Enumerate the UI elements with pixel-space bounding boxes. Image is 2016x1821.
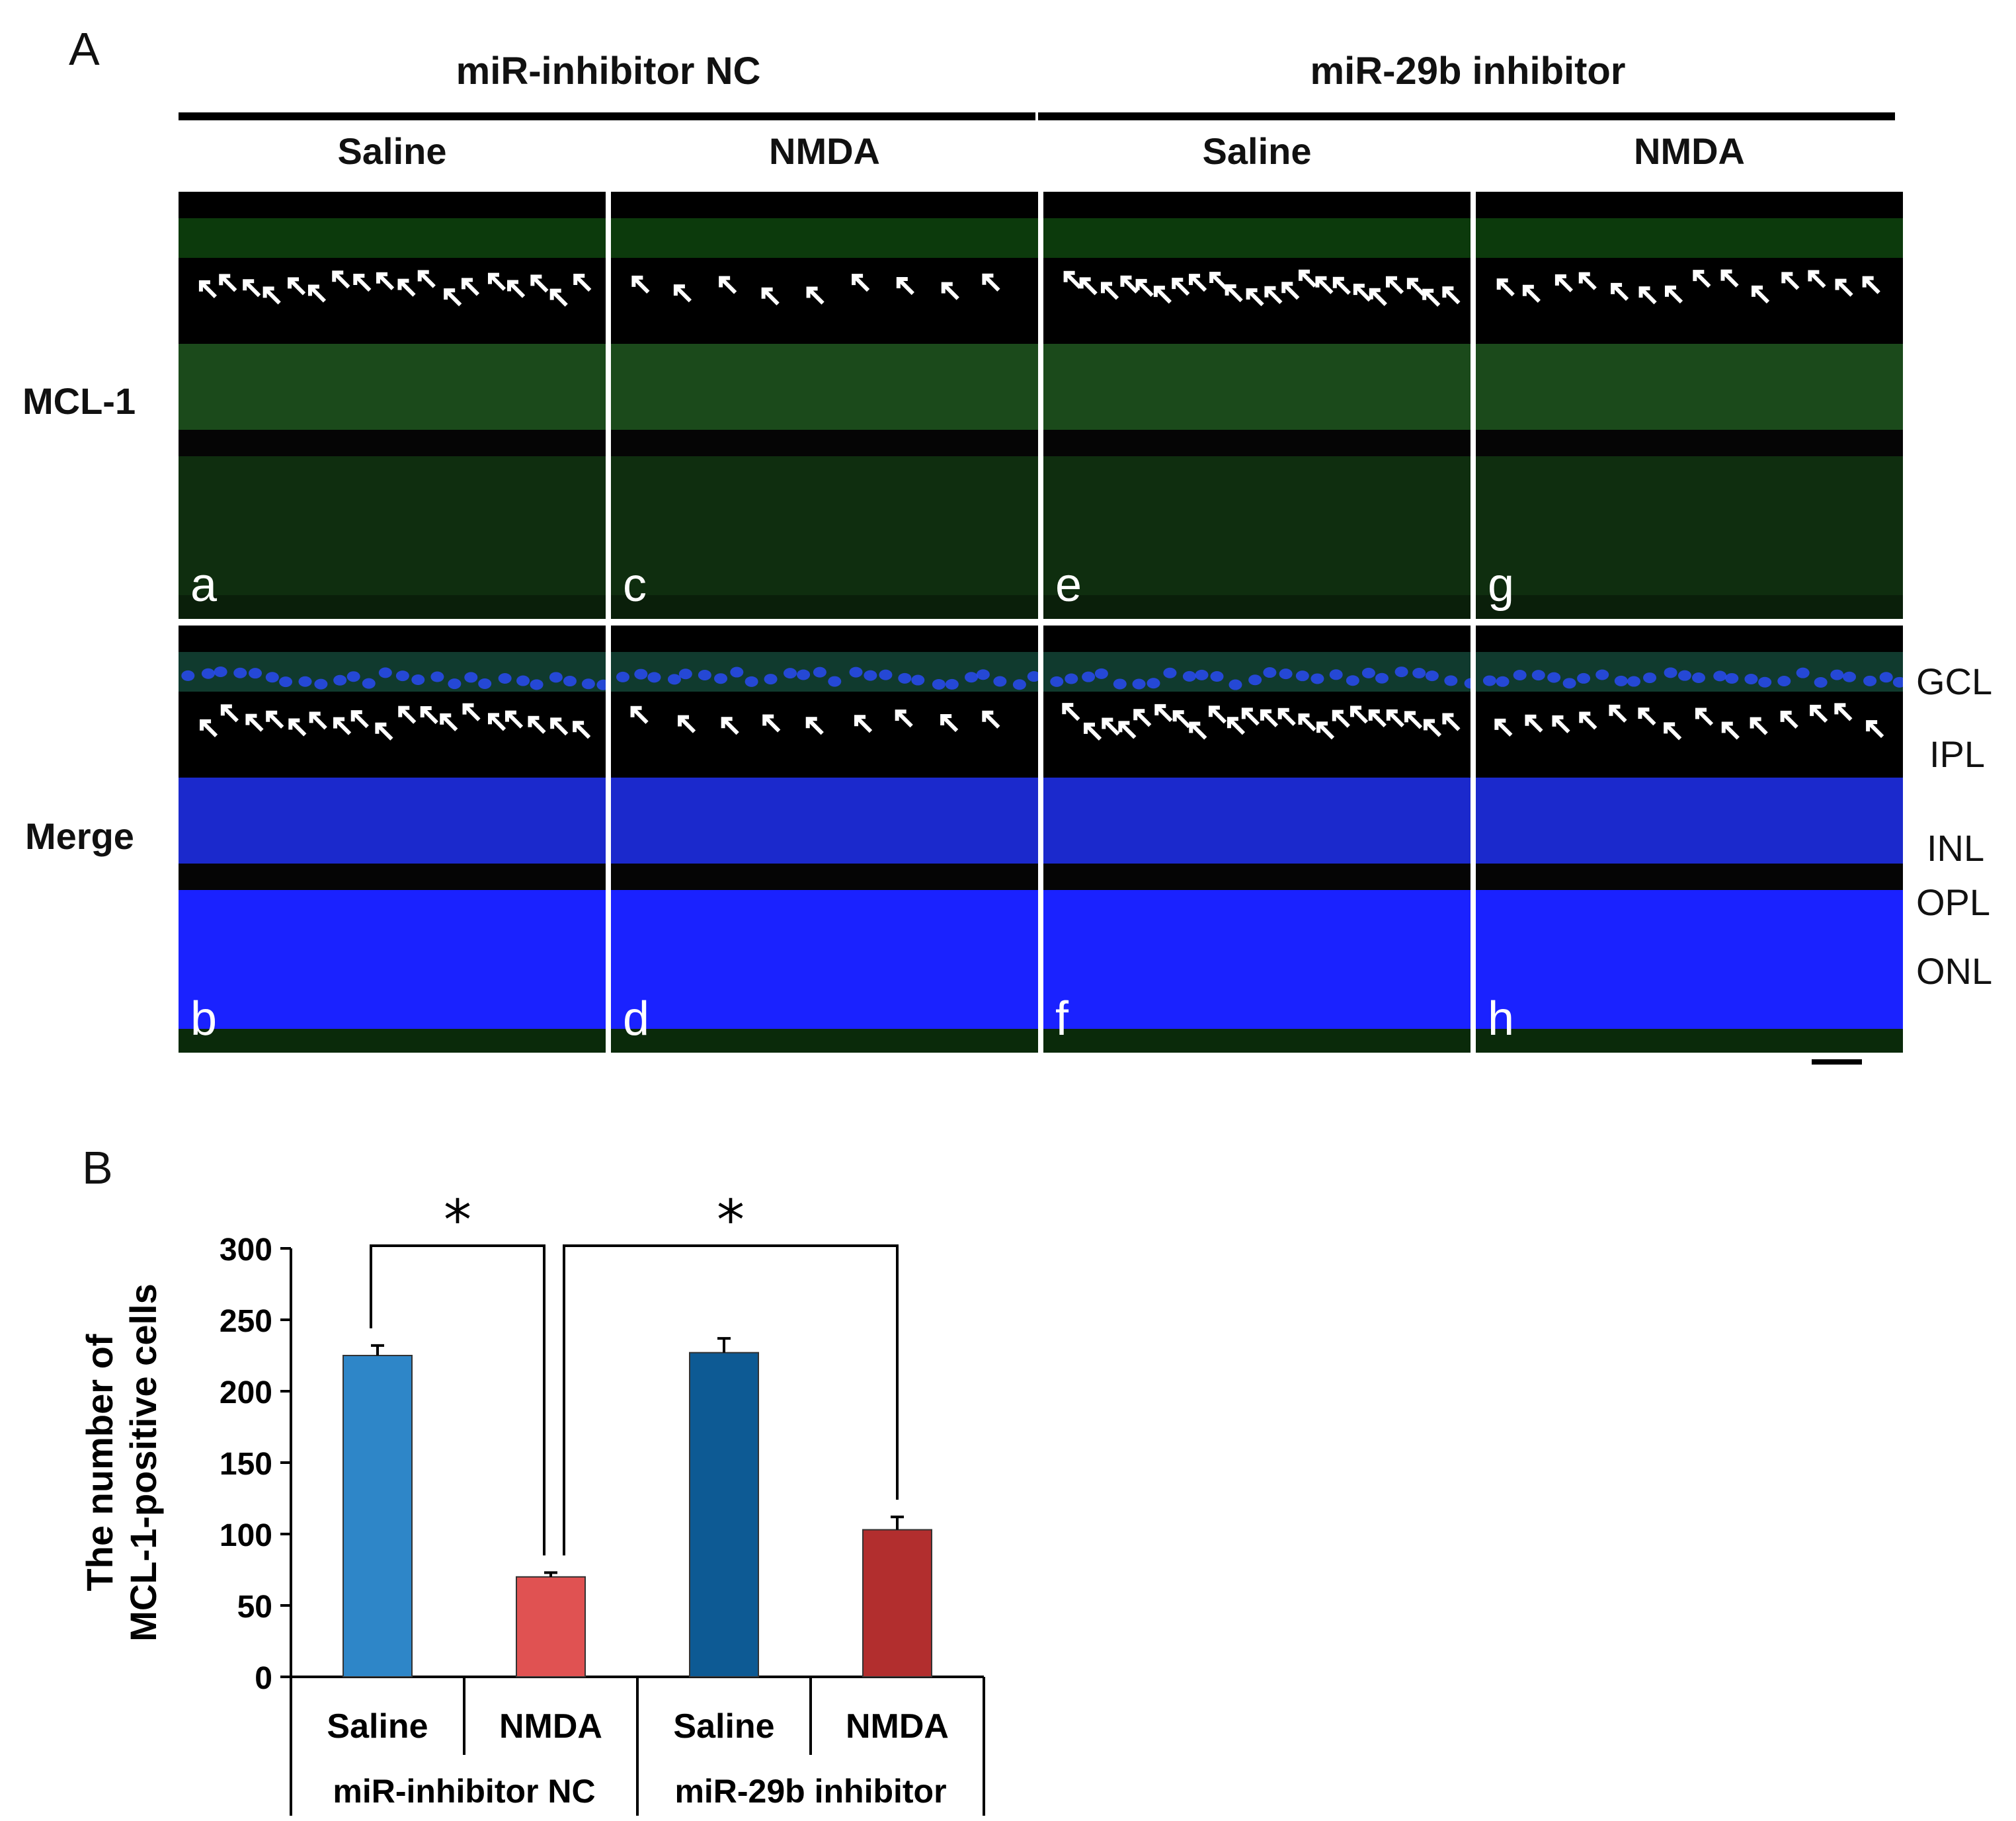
row-title-mcl1: MCL-1 xyxy=(22,380,136,422)
layer-label-onl: ONL xyxy=(1916,950,1993,992)
group-label: miR-29b inhibitor xyxy=(674,1773,946,1810)
y-tick-label: 50 xyxy=(237,1590,272,1625)
micrograph-label-b: b xyxy=(190,992,218,1045)
group-underline-29b xyxy=(1038,112,1895,120)
category-label: Saline xyxy=(327,1707,428,1746)
micrograph-label-h: h xyxy=(1488,992,1515,1045)
significance-bracket xyxy=(370,1244,545,1556)
bar xyxy=(689,1352,759,1678)
y-axis-label-line1: The number of xyxy=(79,1334,120,1591)
layer-label-ipl: IPL xyxy=(1929,733,1986,775)
column-title-saline-1: Saline xyxy=(337,130,447,172)
significance-mark: * xyxy=(717,1188,745,1252)
micrograph-e: e xyxy=(1043,192,1471,619)
y-tick-label: 150 xyxy=(220,1447,272,1482)
category-label: NMDA xyxy=(846,1707,949,1746)
row-title-merge: Merge xyxy=(25,815,134,857)
micrograph-f: f xyxy=(1043,626,1471,1053)
micrograph-g: g xyxy=(1476,192,1903,619)
micrograph-label-a: a xyxy=(190,559,218,612)
bar-chart: 0 50 100 150 200 250 300 The number of MCL-1-pos… xyxy=(79,1188,985,1816)
micrograph-label-e: e xyxy=(1055,559,1082,612)
bar xyxy=(343,1355,413,1678)
y-axis-label-line2: MCL-1-positive cells xyxy=(122,1283,164,1641)
bar xyxy=(516,1576,586,1678)
scale-bar xyxy=(1812,1059,1862,1065)
micrograph-a: a xyxy=(179,192,606,619)
micrograph-label-f: f xyxy=(1055,992,1069,1045)
significance-bracket xyxy=(563,1244,899,1556)
significance-mark: * xyxy=(444,1188,471,1252)
group-title-nc: miR-inhibitor NC xyxy=(456,50,761,93)
micrograph-label-g: g xyxy=(1488,559,1515,612)
group-label: miR-inhibitor NC xyxy=(333,1773,595,1810)
bar xyxy=(862,1529,932,1678)
layer-label-gcl: GCL xyxy=(1916,661,1993,702)
column-title-nmda-2: NMDA xyxy=(1634,130,1745,172)
panel-b-letter: B xyxy=(82,1142,113,1194)
micrograph-d: d xyxy=(611,626,1038,1053)
column-title-nmda-1: NMDA xyxy=(769,130,880,172)
y-tick-label: 100 xyxy=(220,1518,272,1553)
panel-a-letter: A xyxy=(69,23,100,75)
micrograph-label-c: c xyxy=(623,559,647,612)
category-label: Saline xyxy=(673,1707,774,1746)
micrograph-h: h xyxy=(1476,626,1903,1053)
group-title-29b: miR-29b inhibitor xyxy=(1310,50,1626,93)
y-tick-label: 300 xyxy=(220,1233,272,1268)
micrograph-b: b xyxy=(179,626,606,1053)
y-tick-label: 250 xyxy=(220,1304,272,1339)
layer-label-inl: INL xyxy=(1927,827,1985,869)
micrograph-label-d: d xyxy=(623,992,650,1045)
column-title-saline-2: Saline xyxy=(1202,130,1312,172)
y-tick-label: 200 xyxy=(220,1375,272,1410)
group-underline-nc xyxy=(179,112,1035,120)
y-tick-label: 0 xyxy=(255,1661,272,1696)
micrograph-c: c xyxy=(611,192,1038,619)
category-label: NMDA xyxy=(499,1707,602,1746)
layer-label-opl: OPL xyxy=(1916,881,1991,923)
